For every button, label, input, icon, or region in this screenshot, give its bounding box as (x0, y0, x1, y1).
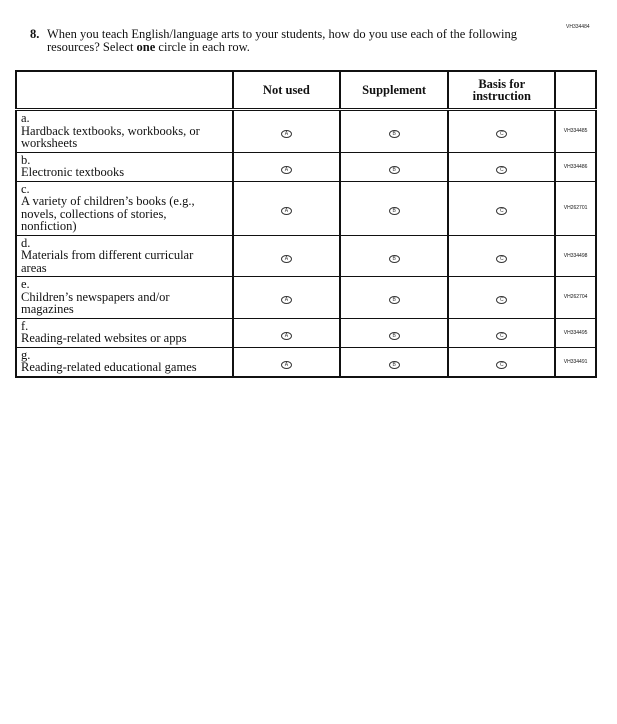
row-label: g.Reading-related educational games (15, 346, 234, 378)
item-code: VH334484 (566, 24, 590, 30)
response-bubble[interactable]: A (280, 331, 292, 340)
response-bubble[interactable]: B (388, 254, 400, 263)
row-code: VH334498 (554, 234, 597, 277)
row-code: VH262701 (554, 180, 597, 236)
header-blank (15, 70, 234, 111)
option-cell: B (338, 234, 450, 277)
response-bubble[interactable]: A (280, 207, 292, 215)
table-row: f.Reading-related websites or apps A B C VH3… (15, 317, 597, 348)
response-bubble[interactable]: A (280, 130, 292, 139)
option-cell: B (338, 180, 450, 236)
row-label: c.A variety of children’s books (e.g., n… (15, 180, 234, 236)
response-bubble[interactable]: B (388, 207, 400, 215)
table-row: g.Reading-related educational games A B C VH… (15, 346, 597, 378)
table-row: c.A variety of children’s books (e.g., n… (15, 180, 597, 236)
header-basis: Basis for instruction (447, 70, 557, 111)
header-code (554, 70, 597, 111)
option-cell: A (231, 151, 341, 182)
option-cell: B (338, 276, 450, 319)
option-cell: B (338, 346, 450, 378)
option-cell: A (231, 180, 341, 236)
option-cell: A (231, 346, 341, 378)
question-number: 8. (30, 27, 40, 41)
option-cell: A (231, 109, 341, 153)
response-bubble[interactable]: C (496, 296, 508, 305)
option-cell: B (338, 151, 450, 182)
response-bubble[interactable]: B (388, 360, 400, 369)
response-bubble[interactable]: C (496, 165, 508, 174)
question: 8. When you teach English/language arts … (30, 28, 550, 54)
table-row: d.Materials from different curricular ar… (15, 234, 597, 277)
option-cell: A (231, 276, 341, 319)
option-cell: A (231, 317, 341, 348)
response-bubble[interactable]: A (280, 254, 292, 263)
response-bubble[interactable]: B (388, 296, 400, 305)
question-text: When you teach English/language arts to … (47, 27, 518, 54)
row-label: d.Materials from different curricular ar… (15, 234, 234, 277)
header-not-used: Not used (231, 70, 341, 111)
response-bubble[interactable]: C (496, 254, 508, 263)
response-bubble[interactable]: B (388, 165, 400, 174)
row-code: VH334486 (554, 151, 597, 182)
row-label: b.Electronic textbooks (15, 151, 234, 182)
row-code: VH334495 (554, 317, 597, 348)
option-cell: C (447, 234, 557, 277)
option-cell: C (447, 109, 557, 153)
response-grid: Not used Supplement Basis for instructio… (15, 70, 597, 378)
response-bubble[interactable]: B (388, 331, 400, 340)
row-code: VH262704 (554, 276, 597, 319)
row-code: VH334491 (554, 346, 597, 378)
response-bubble[interactable]: B (388, 130, 400, 139)
option-cell: C (447, 346, 557, 378)
response-bubble[interactable]: A (280, 360, 292, 369)
response-bubble[interactable]: C (496, 207, 508, 215)
option-cell: C (447, 317, 557, 348)
table-row: e.Children’s newspapers and/or magazines… (15, 276, 597, 319)
row-label: e.Children’s newspapers and/or magazines (15, 276, 234, 319)
table-row: a.Hardback textbooks, workbooks, or work… (15, 109, 597, 153)
option-cell: C (447, 180, 557, 236)
response-bubble[interactable]: A (280, 296, 292, 305)
response-bubble[interactable]: A (280, 165, 292, 174)
response-bubble[interactable]: C (496, 360, 508, 369)
row-code: VH334485 (554, 109, 597, 153)
option-cell: C (447, 151, 557, 182)
response-bubble[interactable]: C (496, 130, 508, 139)
option-cell: A (231, 234, 341, 277)
option-cell: B (338, 109, 450, 153)
table-row: b.Electronic textbooks A B C VH334486 (15, 151, 597, 182)
row-label: a.Hardback textbooks, workbooks, or work… (15, 109, 234, 153)
option-cell: C (447, 276, 557, 319)
option-cell: B (338, 317, 450, 348)
row-label: f.Reading-related websites or apps (15, 317, 234, 348)
response-bubble[interactable]: C (496, 331, 508, 340)
header-supplement: Supplement (338, 70, 450, 111)
